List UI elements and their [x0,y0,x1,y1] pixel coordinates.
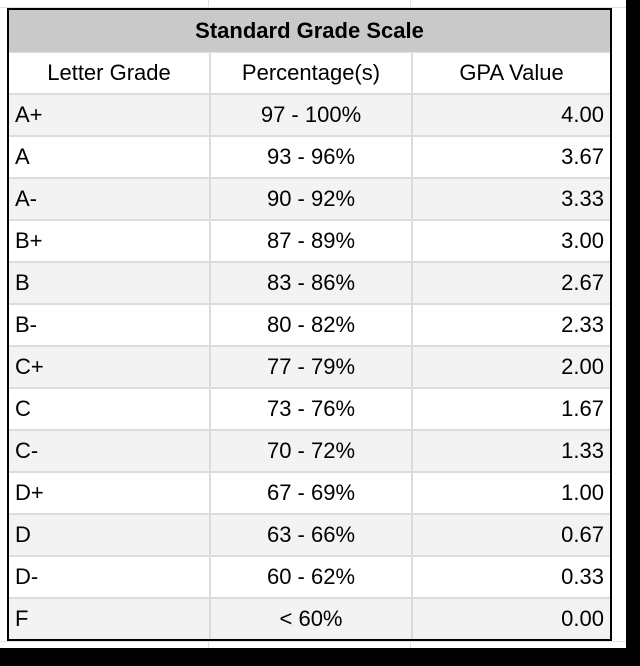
spreadsheet-background: Standard Grade Scale Letter Grade Percen… [0,0,626,648]
table-row: A 93 - 96% 3.67 [9,137,610,179]
gpa-cell[interactable]: 2.00 [561,354,604,379]
gpa-cell[interactable]: 1.67 [561,396,604,421]
range-cell[interactable]: 63 - 66% [211,515,413,555]
table-row: D 63 - 66% 0.67 [9,515,610,557]
column-header-row: Letter Grade Percentage(s) GPA Value [9,53,610,95]
grade-cell[interactable]: F [9,599,211,639]
table-row: D+ 67 - 69% 1.00 [9,473,610,515]
grade-cell[interactable]: D+ [9,473,211,513]
table-row: A+ 97 - 100% 4.00 [9,95,610,137]
grade-cell[interactable]: D [9,515,211,555]
column-header-percentage[interactable]: Percentage(s) [211,53,413,93]
gpa-cell[interactable]: 2.67 [561,270,604,295]
gpa-cell[interactable]: 0.00 [561,606,604,631]
range-cell[interactable]: 60 - 62% [211,557,413,597]
table-row: B 83 - 86% 2.67 [9,263,610,305]
range-cell[interactable]: 97 - 100% [211,95,413,135]
table-row: A- 90 - 92% 3.33 [9,179,610,221]
range-cell[interactable]: 90 - 92% [211,179,413,219]
gridline [0,7,626,8]
table-row: B+ 87 - 89% 3.00 [9,221,610,263]
grade-cell[interactable]: B [9,263,211,303]
grade-cell[interactable]: C- [9,431,211,471]
range-cell[interactable]: 87 - 89% [211,221,413,261]
grade-cell[interactable]: B- [9,305,211,345]
column-header-gpa[interactable]: GPA Value [459,60,564,85]
gpa-cell[interactable]: 3.33 [561,186,604,211]
range-cell[interactable]: < 60% [211,599,413,639]
gpa-cell[interactable]: 0.33 [561,564,604,589]
grade-scale-table: Standard Grade Scale Letter Grade Percen… [7,8,612,641]
column-header-letter-grade[interactable]: Letter Grade [9,53,211,93]
gpa-cell[interactable]: 3.00 [561,228,604,253]
table-title[interactable]: Standard Grade Scale [9,10,610,53]
gpa-cell[interactable]: 0.67 [561,522,604,547]
table-row: C- 70 - 72% 1.33 [9,431,610,473]
gpa-cell[interactable]: 4.00 [561,102,604,127]
gpa-cell[interactable]: 3.67 [561,144,604,169]
range-cell[interactable]: 70 - 72% [211,431,413,471]
gpa-cell[interactable]: 1.33 [561,438,604,463]
table-row: D- 60 - 62% 0.33 [9,557,610,599]
grade-cell[interactable]: A+ [9,95,211,135]
gridline [0,641,626,642]
table-row: B- 80 - 82% 2.33 [9,305,610,347]
grade-cell[interactable]: B+ [9,221,211,261]
range-cell[interactable]: 73 - 76% [211,389,413,429]
grade-cell[interactable]: A [9,137,211,177]
range-cell[interactable]: 77 - 79% [211,347,413,387]
range-cell[interactable]: 80 - 82% [211,305,413,345]
table-row: F < 60% 0.00 [9,599,610,639]
range-cell[interactable]: 83 - 86% [211,263,413,303]
grade-cell[interactable]: C+ [9,347,211,387]
gpa-cell[interactable]: 1.00 [561,480,604,505]
grade-cell[interactable]: D- [9,557,211,597]
table-row: C 73 - 76% 1.67 [9,389,610,431]
grade-cell[interactable]: A- [9,179,211,219]
table-row: C+ 77 - 79% 2.00 [9,347,610,389]
grade-cell[interactable]: C [9,389,211,429]
range-cell[interactable]: 93 - 96% [211,137,413,177]
gpa-cell[interactable]: 2.33 [561,312,604,337]
range-cell[interactable]: 67 - 69% [211,473,413,513]
